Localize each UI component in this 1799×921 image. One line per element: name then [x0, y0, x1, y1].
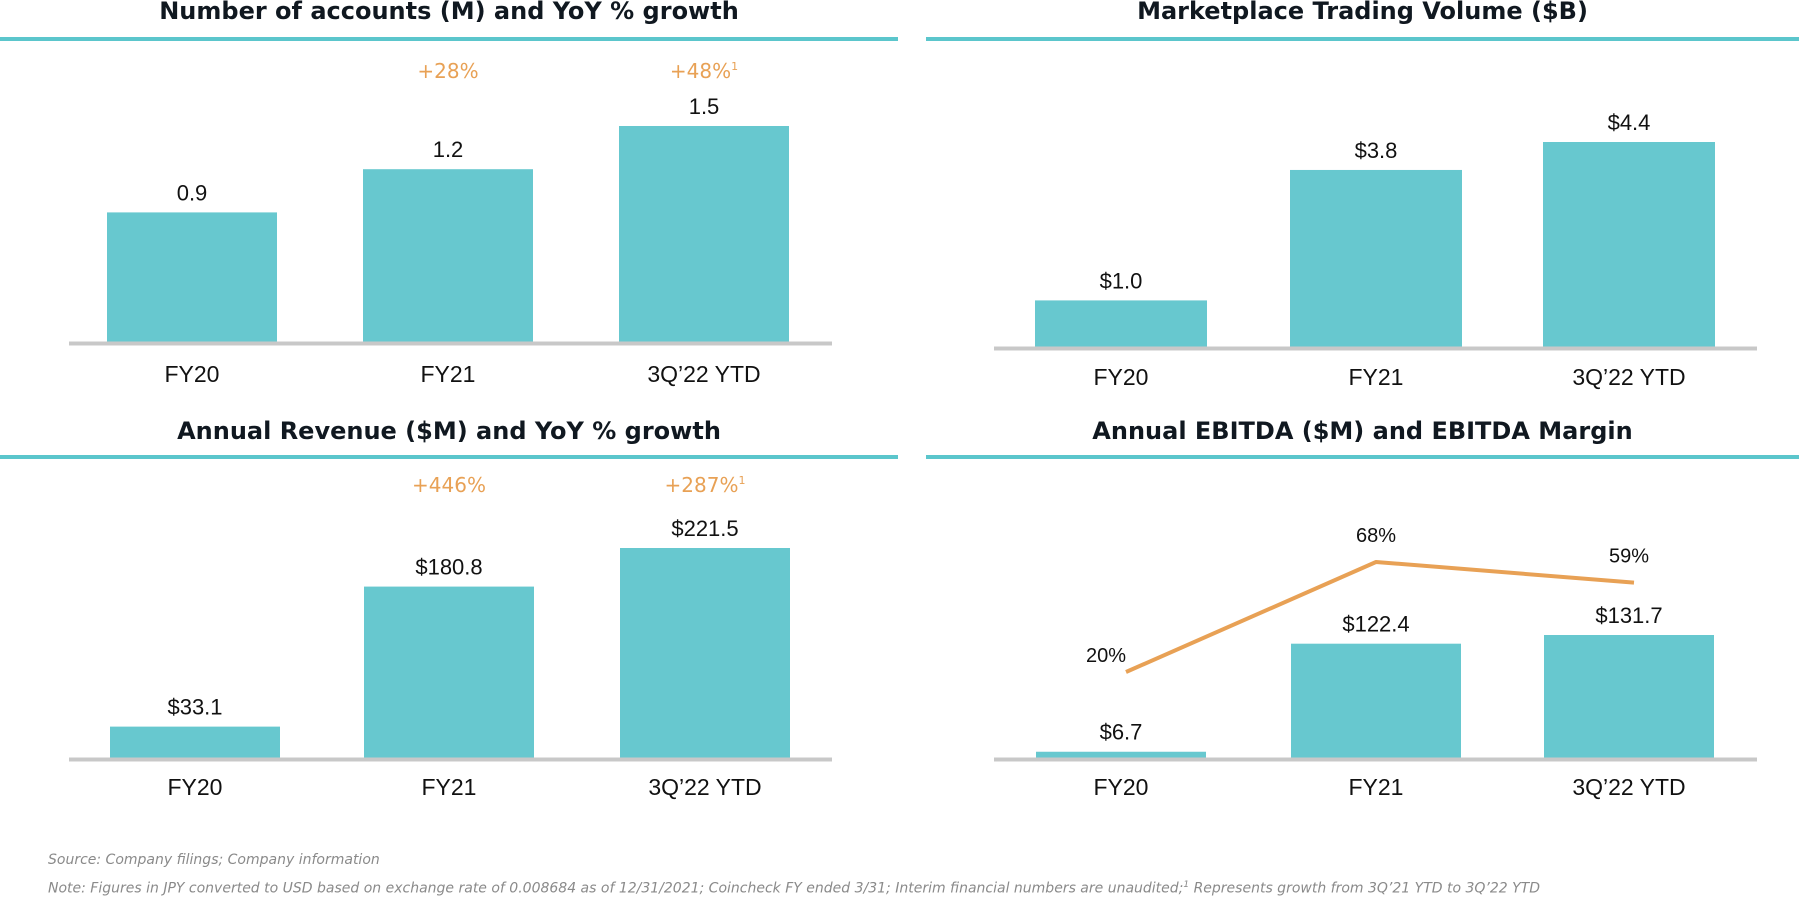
bar-value-label: $221.5 — [671, 516, 738, 541]
bar-value-label: $1.0 — [1100, 268, 1143, 293]
chart-panel-ebitda: Annual EBITDA ($M) and EBITDA Margin $6.… — [926, 417, 1799, 820]
bar-value-label: $180.8 — [415, 555, 482, 580]
note-tail-text: Represents growth from 3Q’21 YTD to 3Q’2… — [1189, 880, 1540, 897]
chart-title: Annual Revenue ($M) and YoY % growth — [177, 417, 721, 445]
bar-fy20 — [107, 212, 277, 342]
bar-value-label: $131.7 — [1595, 603, 1662, 628]
note-main-text: Note: Figures in JPY converted to USD ba… — [48, 880, 1184, 897]
x-tick-label: FY20 — [1094, 364, 1149, 390]
bar-3q-22-ytd — [1544, 635, 1714, 758]
title-underline — [0, 37, 898, 41]
x-tick-label: 3Q’22 YTD — [647, 361, 760, 387]
bar-value-label: $33.1 — [167, 695, 222, 720]
bar-value-label: 1.5 — [689, 94, 720, 119]
chart-panel-accounts: Number of accounts (M) and YoY % growth … — [0, 0, 898, 420]
x-tick-label: FY21 — [1349, 774, 1404, 800]
margin-value-label: 59% — [1609, 546, 1649, 568]
x-tick-label: 3Q’22 YTD — [1572, 364, 1685, 390]
bar-fy21 — [1290, 169, 1462, 347]
bar-value-label: $122.4 — [1342, 612, 1409, 637]
x-tick-label: 3Q’22 YTD — [648, 774, 761, 800]
growth-label: +48%1 — [670, 59, 738, 83]
x-tick-label: FY21 — [1349, 364, 1404, 390]
bar-3q-22-ytd — [620, 548, 790, 758]
bar-fy20 — [1035, 300, 1207, 347]
note-superscript: 1 — [1183, 880, 1190, 890]
chart-panel-trading-volume: Marketplace Trading Volume ($B) $1.0 FY20… — [926, 0, 1799, 420]
bar-value-label: $6.7 — [1100, 720, 1143, 745]
chart-title: Marketplace Trading Volume ($B) — [1137, 0, 1588, 25]
margin-value-label: 68% — [1356, 525, 1396, 547]
title-underline — [0, 455, 898, 459]
bar-value-label: $4.4 — [1608, 110, 1651, 135]
footnotes: Source: Company filings; Company informa… — [48, 848, 1588, 902]
bar-fy20 — [1036, 751, 1206, 758]
bar-chart-accounts: 0.9 FY20 1.2 FY21 +28% 1.5 3Q’22 YTD +48%1 — [69, 59, 832, 387]
bar-fy21 — [363, 169, 533, 342]
x-tick-label: FY20 — [168, 774, 223, 800]
title-underline — [926, 37, 1799, 41]
chart-title: Number of accounts (M) and YoY % growth — [159, 0, 739, 25]
x-tick-label: FY21 — [422, 774, 477, 800]
combo-chart-ebitda: $6.7 FY20 $122.4 FY21 $131.7 3Q’22 YTD 20% 68% 5… — [994, 525, 1757, 800]
chart-panel-revenue: Annual Revenue ($M) and YoY % growth $33… — [0, 417, 898, 820]
bar-3q-22-ytd — [1543, 142, 1715, 347]
bar-chart-revenue: $33.1 FY20 $180.8 FY21 +446% $221.5 3Q’22 YTD +… — [69, 473, 832, 800]
x-tick-label: 3Q’22 YTD — [1572, 774, 1685, 800]
x-tick-label: FY21 — [421, 361, 476, 387]
source-note: Source: Company filings; Company informa… — [48, 852, 380, 868]
bar-fy21 — [1291, 643, 1461, 758]
title-underline — [926, 455, 1799, 459]
bar-chart-trading-volume: $1.0 FY20 $3.8 FY21 $4.4 3Q’22 YTD — [994, 110, 1757, 390]
chart-title: Annual EBITDA ($M) and EBITDA Margin — [1092, 417, 1633, 445]
explanatory-note: Note: Figures in JPY converted to USD ba… — [48, 873, 1588, 902]
bar-value-label: $3.8 — [1355, 138, 1398, 163]
x-tick-label: FY20 — [165, 361, 220, 387]
growth-label: +446% — [412, 473, 486, 497]
growth-label: +287%1 — [665, 473, 746, 497]
growth-superscript: 1 — [731, 60, 738, 73]
bar-fy20 — [110, 726, 280, 758]
bar-3q-22-ytd — [619, 126, 789, 342]
margin-value-label: 20% — [1086, 645, 1126, 667]
bar-fy21 — [364, 586, 534, 758]
bar-value-label: 1.2 — [433, 137, 464, 162]
margin-line — [1125, 560, 1635, 674]
bar-value-label: 0.9 — [177, 180, 208, 205]
x-tick-label: FY20 — [1094, 774, 1149, 800]
growth-superscript: 1 — [738, 474, 745, 487]
growth-label: +28% — [417, 59, 478, 83]
